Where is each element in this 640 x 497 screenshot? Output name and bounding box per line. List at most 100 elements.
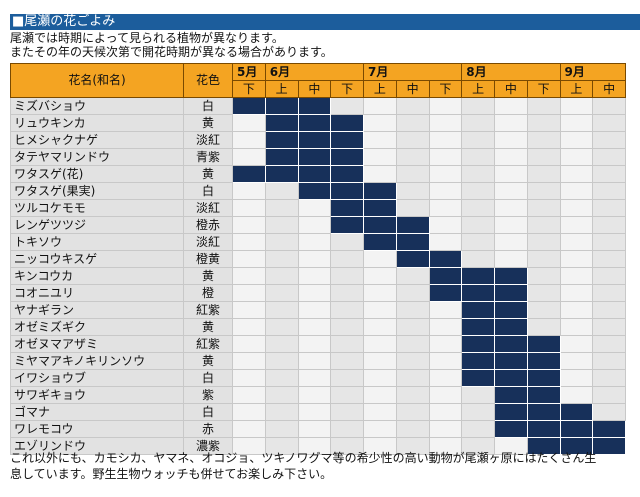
bloom-cell (264, 165, 299, 183)
flower-row: トキソウ 淡紅 (10, 233, 627, 251)
flower-color: 白 (183, 369, 233, 387)
flower-name: ヒメシャクナゲ (10, 131, 184, 149)
flower-name: サワギキョウ (10, 386, 184, 404)
bloom-cell (592, 284, 627, 302)
bloom-cell (330, 369, 364, 387)
bloom-cell (592, 148, 627, 166)
bloom-cell (363, 335, 397, 353)
bloom-cell (395, 97, 430, 115)
bloom-cell (494, 284, 528, 302)
flower-row: キンコウカ黄 (10, 267, 627, 285)
bloom-cell (559, 97, 594, 115)
bloom-cell (363, 284, 397, 302)
bloom-cell (494, 352, 528, 370)
bloom-cell (297, 352, 332, 370)
bloom-cell (526, 250, 561, 268)
bloom-cell (363, 301, 397, 319)
bloom-cell (232, 301, 266, 319)
bloom-cell (297, 233, 332, 251)
flower-row: オゼヌマアザミ 紅紫 (10, 335, 627, 353)
bloom-cell (559, 403, 594, 421)
bloom-cell (363, 403, 397, 421)
bloom-cell (232, 114, 266, 132)
header-period: 中 (592, 80, 627, 98)
bloom-cell (461, 114, 495, 132)
bloom-cell (264, 199, 299, 217)
flower-name: オゼミズギク (10, 318, 184, 336)
bloom-cell (297, 148, 332, 166)
flower-color: 白 (183, 97, 233, 115)
bloom-cell (297, 437, 332, 455)
bloom-cell (559, 352, 594, 370)
bloom-cell (297, 165, 332, 183)
flower-name: ニッコウキスゲ (10, 250, 184, 268)
bloom-cell (264, 335, 299, 353)
bloom-cell (526, 148, 561, 166)
bloom-cell (494, 250, 528, 268)
bloom-cell (526, 420, 561, 438)
bloom-cell (526, 437, 561, 455)
bloom-cell (428, 437, 463, 455)
header-month: 6月 (264, 63, 365, 81)
flower-color: 橙赤 (183, 216, 233, 234)
bloom-cell (559, 420, 594, 438)
header-month: 9月 (559, 63, 627, 81)
flower-name: オゼヌマアザミ (10, 335, 184, 353)
bloom-cell (395, 114, 430, 132)
bloom-cell (559, 335, 594, 353)
bloom-cell (264, 284, 299, 302)
bloom-cell (232, 182, 266, 200)
header-month: 5月 (232, 63, 266, 81)
bloom-cell (494, 318, 528, 336)
bloom-cell (428, 216, 463, 234)
bloom-cell (264, 131, 299, 149)
header-period: 下 (232, 80, 266, 98)
flower-color: 濃紫 (183, 437, 233, 455)
bloom-cell (330, 301, 364, 319)
bloom-cell (559, 386, 594, 404)
bloom-cell (395, 301, 430, 319)
bloom-cell (297, 386, 332, 404)
bloom-cell (232, 403, 266, 421)
bloom-cell (559, 301, 594, 319)
bloom-cell (330, 250, 364, 268)
bloom-cell (461, 131, 495, 149)
bloom-cell (297, 335, 332, 353)
bloom-cell (297, 199, 332, 217)
bloom-cell (494, 131, 528, 149)
flower-color: 黄 (183, 318, 233, 336)
bloom-cell (494, 233, 528, 251)
bloom-cell (559, 216, 594, 234)
bloom-cell (592, 250, 627, 268)
bloom-cell (363, 165, 397, 183)
bloom-cell (232, 369, 266, 387)
bloom-cell (559, 114, 594, 132)
bloom-cell (494, 165, 528, 183)
bloom-cell (526, 216, 561, 234)
bloom-cell (461, 301, 495, 319)
bloom-cell (264, 216, 299, 234)
bloom-cell (559, 182, 594, 200)
flower-color: 黄 (183, 165, 233, 183)
bloom-cell (494, 267, 528, 285)
header-name: 花名(和名) (10, 63, 184, 98)
flower-row: ミズバショウ白 (10, 97, 627, 115)
bloom-cell (494, 216, 528, 234)
bloom-cell (395, 165, 430, 183)
bloom-cell (330, 403, 364, 421)
flower-name: キンコウカ (10, 267, 184, 285)
bloom-cell (330, 97, 364, 115)
flower-color: 黄 (183, 267, 233, 285)
bloom-cell (395, 318, 430, 336)
flower-name: リュウキンカ (10, 114, 184, 132)
bloom-cell (526, 165, 561, 183)
bloom-cell (232, 267, 266, 285)
header-period: 上 (461, 80, 495, 98)
bloom-cell (428, 267, 463, 285)
bloom-cell (232, 352, 266, 370)
bloom-cell (592, 318, 627, 336)
bloom-cell (461, 148, 495, 166)
bloom-cell (395, 335, 430, 353)
bloom-cell (526, 267, 561, 285)
bloom-cell (297, 284, 332, 302)
